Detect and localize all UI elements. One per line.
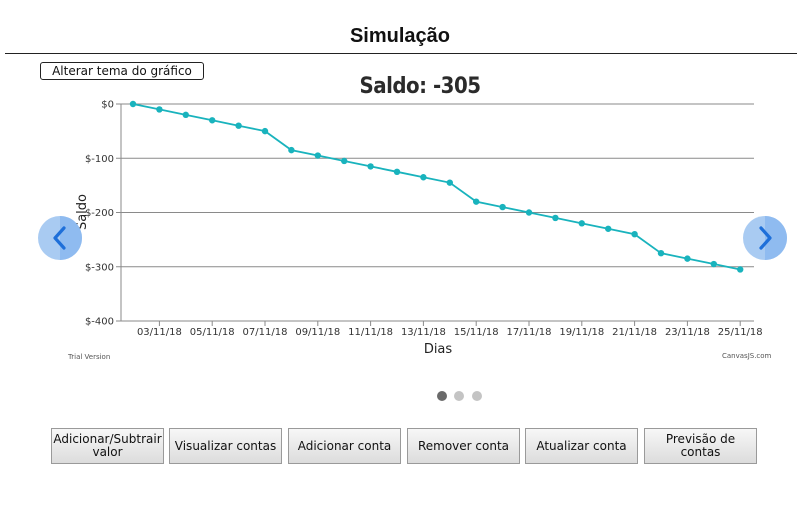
data-point xyxy=(209,117,216,124)
data-point xyxy=(446,179,453,186)
data-point xyxy=(314,152,321,159)
canvasjs-watermark: CanvasJS.com xyxy=(722,352,772,360)
x-axis-label: Dias xyxy=(424,342,453,357)
y-tick-label: $-400 xyxy=(85,317,114,328)
data-point xyxy=(684,255,691,262)
x-tick-label: 13/11/18 xyxy=(401,327,446,338)
x-tick-label: 07/11/18 xyxy=(243,327,288,338)
data-point xyxy=(737,266,744,273)
data-point xyxy=(341,157,348,165)
data-point xyxy=(631,231,638,238)
x-tick-label: 21/11/18 xyxy=(612,327,657,338)
data-point xyxy=(578,220,585,227)
data-point xyxy=(261,127,269,135)
data-point xyxy=(288,146,295,154)
x-tick-label: 23/11/18 xyxy=(665,327,710,338)
x-tick-label: 11/11/18 xyxy=(348,327,393,338)
data-point xyxy=(235,122,242,129)
x-tick-label: 19/11/18 xyxy=(559,327,604,338)
data-point xyxy=(129,100,137,108)
data-point xyxy=(420,174,427,181)
series-line xyxy=(132,103,741,271)
trial-version-watermark: Trial Version xyxy=(68,353,111,361)
carousel-prev-button[interactable] xyxy=(38,216,82,260)
x-tick-label: 25/11/18 xyxy=(718,327,763,338)
carousel-dot[interactable] xyxy=(472,391,482,401)
y-tick-label: $-200 xyxy=(85,208,114,219)
y-tick-label: $-100 xyxy=(85,154,114,165)
data-point xyxy=(473,198,480,205)
data-point xyxy=(552,214,559,222)
data-point xyxy=(499,203,506,211)
y-tick-label: $0 xyxy=(101,100,114,111)
data-point xyxy=(710,260,717,268)
data-point xyxy=(605,225,612,232)
view-accounts-button[interactable]: Visualizar contas xyxy=(169,428,282,464)
remove-account-button[interactable]: Remover conta xyxy=(407,428,520,464)
update-account-button[interactable]: Atualizar conta xyxy=(525,428,638,464)
title-divider xyxy=(5,53,797,54)
add-subtract-value-button[interactable]: Adicionar/Subtrair valor xyxy=(51,428,164,464)
data-point xyxy=(657,249,665,257)
data-point xyxy=(525,209,533,216)
data-point xyxy=(156,106,163,113)
add-account-button[interactable]: Adicionar conta xyxy=(288,428,401,464)
chart-title: Saldo: -305 xyxy=(359,74,482,99)
data-point xyxy=(182,111,189,119)
page-title: Simulação xyxy=(349,25,451,47)
y-tick-label: $-300 xyxy=(85,262,114,273)
data-point xyxy=(393,168,401,176)
data-point xyxy=(367,163,374,170)
x-tick-label: 15/11/18 xyxy=(454,327,499,338)
change-chart-theme-button[interactable]: Alterar tema do gráfico xyxy=(40,62,204,80)
x-tick-label: 05/11/18 xyxy=(190,327,235,338)
x-tick-label: 09/11/18 xyxy=(295,327,340,338)
x-tick-label: 03/11/18 xyxy=(137,327,182,338)
x-tick-label: 17/11/18 xyxy=(507,327,552,338)
chevron-left-icon xyxy=(53,226,66,250)
carousel-dot[interactable] xyxy=(437,391,447,401)
chevron-right-icon xyxy=(759,226,772,250)
carousel-dot[interactable] xyxy=(454,391,464,401)
accounts-forecast-button[interactable]: Previsão de contas xyxy=(644,428,757,464)
carousel-next-button[interactable] xyxy=(743,216,787,260)
